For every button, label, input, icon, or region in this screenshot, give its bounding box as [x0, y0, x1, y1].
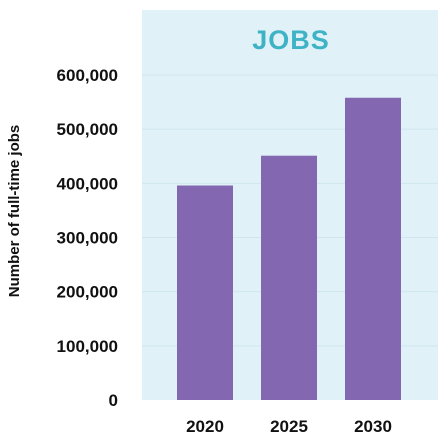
- y-tick-label: 300,000: [57, 229, 118, 248]
- y-tick-label: 600,000: [57, 66, 118, 85]
- x-tick-label-2020: 2020: [186, 417, 224, 436]
- bar-2030: [345, 97, 401, 400]
- chart-title: JOBS: [252, 25, 330, 55]
- y-tick-labels: 0 100,000 200,000 300,000 400,000 500,000 600,…: [57, 66, 118, 410]
- x-tick-labels: 2020 2025 2030: [186, 417, 392, 436]
- bar-2020: [177, 185, 233, 400]
- y-tick-label: 100,000: [57, 337, 118, 356]
- y-tick-label: 200,000: [57, 283, 118, 302]
- y-axis-label: Number of full-time jobs: [6, 125, 23, 298]
- y-tick-label: 0: [109, 391, 118, 410]
- x-tick-label-2030: 2030: [354, 417, 392, 436]
- x-tick-label-2025: 2025: [270, 417, 308, 436]
- bars: [177, 97, 401, 400]
- y-tick-label: 400,000: [57, 174, 118, 193]
- bar-2025: [261, 155, 317, 400]
- y-tick-label: 500,000: [57, 120, 118, 139]
